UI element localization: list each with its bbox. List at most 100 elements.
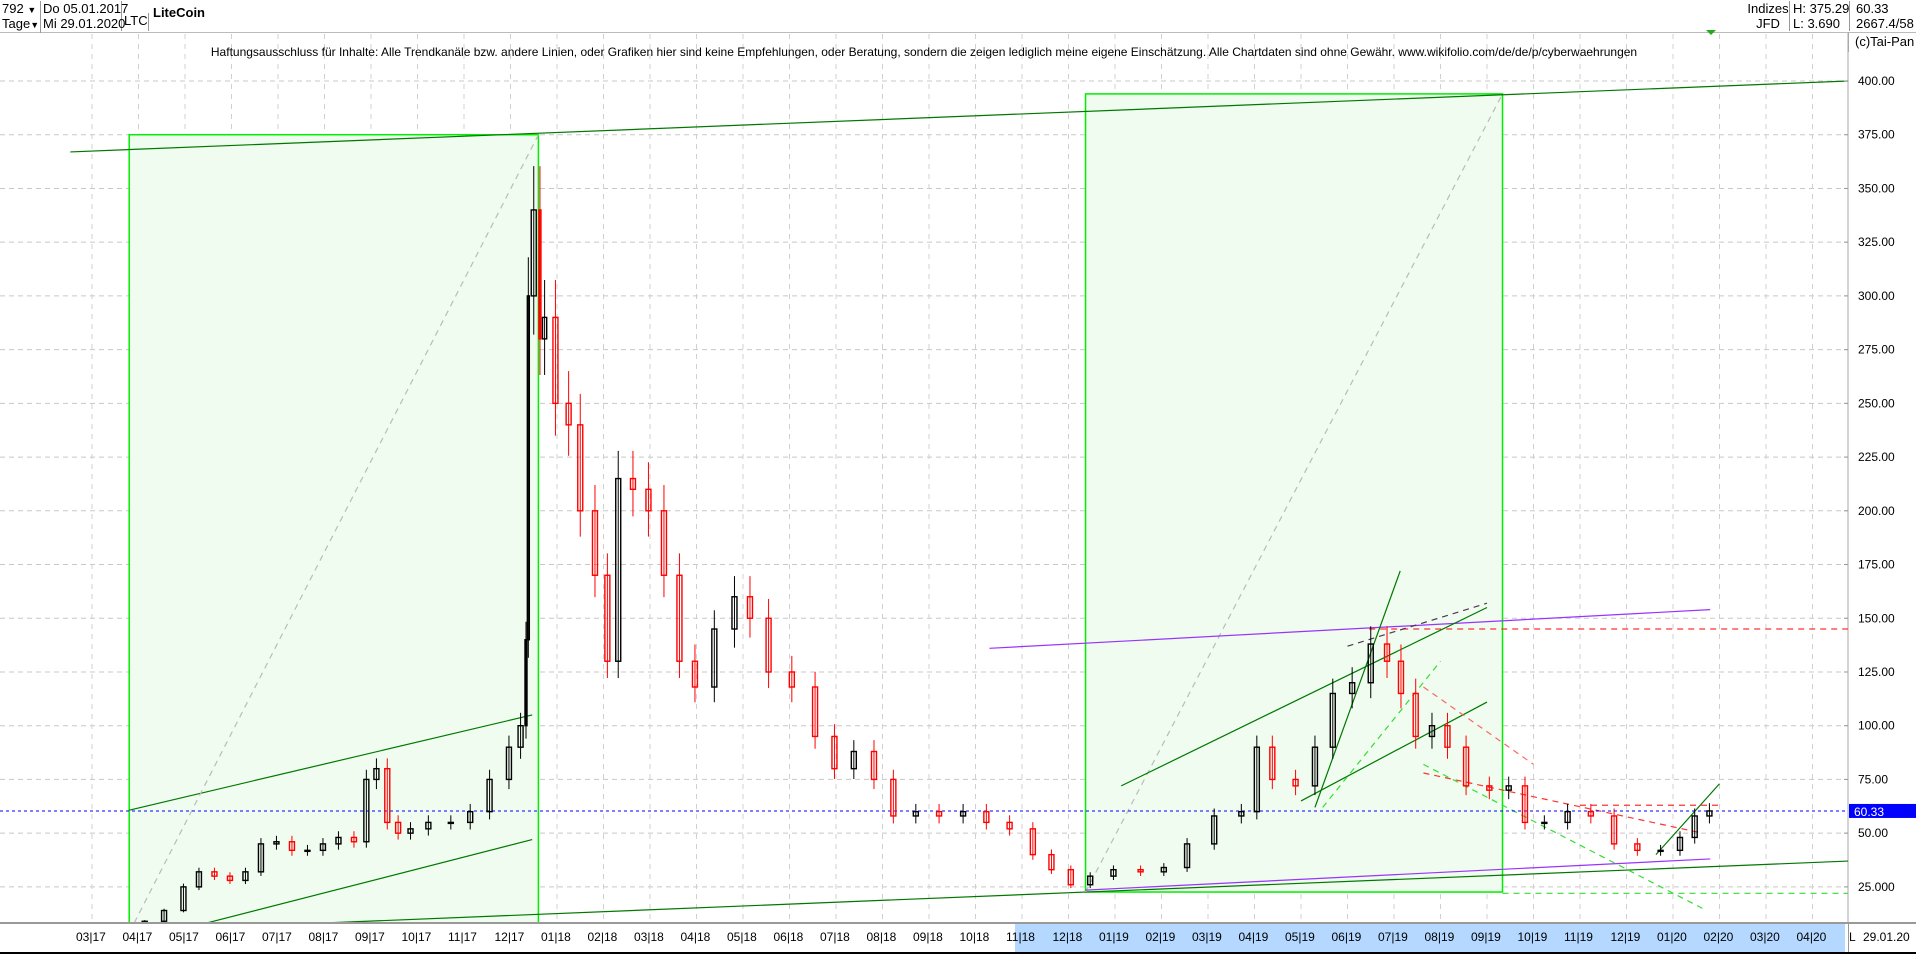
candle-body [1564, 810, 1571, 824]
candle-body [538, 209, 542, 340]
candle-body [912, 810, 920, 817]
x-tick-label: 02|18 [587, 930, 618, 944]
chevron-down-icon: ▼ [30, 20, 40, 30]
low-value: L: 3.690 [1793, 16, 1850, 31]
candle-body [604, 574, 611, 662]
last-price-tag [1849, 803, 1916, 818]
candle-body [1067, 868, 1075, 886]
last-value: 60.33 [1856, 1, 1889, 16]
y-tick-label: 250.00 [1858, 396, 1895, 410]
candle-body [629, 477, 637, 491]
candle-body [645, 488, 652, 512]
candle-body [1029, 828, 1037, 856]
period: Tage [2, 16, 31, 31]
x-tick-label: 08|19 [1424, 930, 1455, 944]
candle-body [935, 810, 943, 817]
candle-body [1634, 843, 1641, 852]
candle-body [1486, 785, 1493, 791]
candle-body [350, 836, 358, 843]
candle-body [1505, 785, 1512, 791]
y-tick-label: 150.00 [1858, 611, 1895, 625]
candle-body [467, 810, 474, 824]
candle-body [273, 841, 280, 845]
x-tick-label: 03|20 [1750, 930, 1780, 944]
x-tick-label: 01|20 [1657, 930, 1687, 944]
trend-line [1300, 701, 1488, 802]
axis-mode[interactable]: L [1849, 930, 1856, 944]
high-value: H: 375.29 [1793, 1, 1850, 16]
candle-body [517, 725, 524, 748]
x-tick-label: 10|19 [1517, 930, 1548, 944]
x-tick-label: 02|20 [1703, 930, 1734, 944]
candle-body [242, 871, 249, 882]
x-tick-label: 01|18 [541, 930, 571, 944]
x-tick-label: 12|17 [494, 930, 525, 944]
candle-body [1048, 853, 1055, 871]
trend-line [1085, 93, 1504, 893]
exchange-type: Indizes [1747, 1, 1790, 16]
x-axis[interactable]: 03|17 04|17 05|17 06|17 07|17 08|17 09|17 10|17… [0, 922, 1916, 954]
highlight-box [128, 133, 540, 934]
candle-body [959, 810, 967, 817]
candle-body [831, 735, 838, 770]
chevron-down-icon: ▼ [27, 5, 37, 15]
x-tick-label: 04|17 [122, 930, 153, 944]
candle-body [1238, 810, 1245, 817]
y-tick-label: 125.00 [1858, 665, 1895, 679]
candle-body [447, 821, 455, 825]
candle-body [711, 628, 718, 688]
candle-body [526, 295, 531, 641]
candle-body [1383, 643, 1391, 662]
trend-line [1120, 606, 1488, 787]
last-price-label: 60.33 [1854, 805, 1884, 819]
x-tick-label: 04|18 [680, 930, 711, 944]
disclaimer: Haftungsausschluss für Inhalte: Alle Tre… [210, 45, 1638, 59]
y-tick-label: 25.000 [1858, 880, 1895, 894]
x-tick-label: 05|17 [169, 930, 199, 944]
trend-line [1423, 772, 1703, 834]
candle-body [1329, 692, 1336, 748]
x-tick-label: 03|18 [634, 930, 664, 944]
candle-body [363, 778, 370, 843]
candle-body [425, 821, 432, 830]
start-date[interactable]: Do 05.01.2017 [43, 1, 129, 16]
y-tick-label: 375.00 [1858, 128, 1895, 142]
x-tick-label: 08|18 [866, 930, 897, 944]
candle-body [1086, 875, 1094, 886]
candle-body [811, 686, 819, 738]
candle-body [530, 209, 537, 297]
candle-body [591, 510, 599, 576]
candle-body [407, 828, 414, 834]
x-tick-label: 06|18 [773, 930, 804, 944]
candle-body [1541, 821, 1548, 825]
x-tick-label: 08|17 [308, 930, 339, 944]
bar-count-dropdown[interactable]: 792 ▼ [2, 1, 41, 18]
y-tick-label: 200.00 [1858, 504, 1895, 518]
x-tick-label: 04|19 [1238, 930, 1269, 944]
x-tick-label: 09|18 [913, 930, 943, 944]
candle-body [1691, 815, 1698, 839]
candle-body [788, 671, 796, 688]
period-dropdown[interactable]: Tage▼ [2, 16, 41, 33]
x-tick-label: 09|17 [355, 930, 385, 944]
end-date[interactable]: Mi 29.01.2020 [43, 16, 126, 31]
candle-body [850, 750, 858, 770]
candle-body [288, 841, 296, 852]
candle-body [565, 402, 572, 426]
trend-line [1314, 570, 1401, 808]
candle-body [1160, 866, 1168, 873]
chart-header: 792 ▼ Tage▼ Do 05.01.2017 Mi 29.01.2020 … [0, 0, 1916, 35]
copyright: (c)Tai-Pan [1848, 32, 1916, 52]
x-tick-label: 06|19 [1331, 930, 1362, 944]
trend-line [129, 714, 533, 811]
candle-body [1137, 868, 1144, 873]
candle-body [1006, 821, 1013, 830]
x-tick-label: 03|19 [1192, 930, 1222, 944]
trend-line [129, 860, 1849, 932]
candle-body [1210, 815, 1218, 845]
candle-body [1657, 849, 1664, 853]
candle-body [486, 778, 493, 813]
y-tick-label: 50.00 [1858, 826, 1888, 840]
candle-body [180, 886, 187, 912]
